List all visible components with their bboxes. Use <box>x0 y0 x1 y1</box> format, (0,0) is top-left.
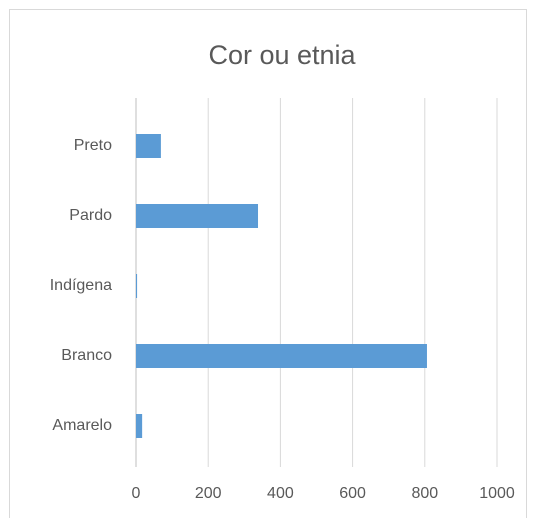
x-tick-label: 200 <box>195 485 222 502</box>
y-tick-label: Pardo <box>69 207 112 224</box>
y-tick-label: Branco <box>61 347 112 364</box>
y-tick-label: Indígena <box>50 277 112 294</box>
y-tick-label: Amarelo <box>52 417 112 434</box>
chart-border <box>9 9 527 518</box>
bar <box>136 344 427 368</box>
y-tick-label: Preto <box>74 137 112 154</box>
x-tick-label: 400 <box>267 485 294 502</box>
bar <box>136 204 259 228</box>
x-tick-label: 1000 <box>479 485 515 502</box>
chart-title: Cor ou etnia <box>208 40 356 70</box>
x-tick-label: 800 <box>411 485 438 502</box>
bar <box>136 134 161 158</box>
bar <box>136 274 138 298</box>
bar <box>136 414 143 438</box>
x-tick-label: 0 <box>132 485 141 502</box>
x-tick-label: 600 <box>339 485 366 502</box>
